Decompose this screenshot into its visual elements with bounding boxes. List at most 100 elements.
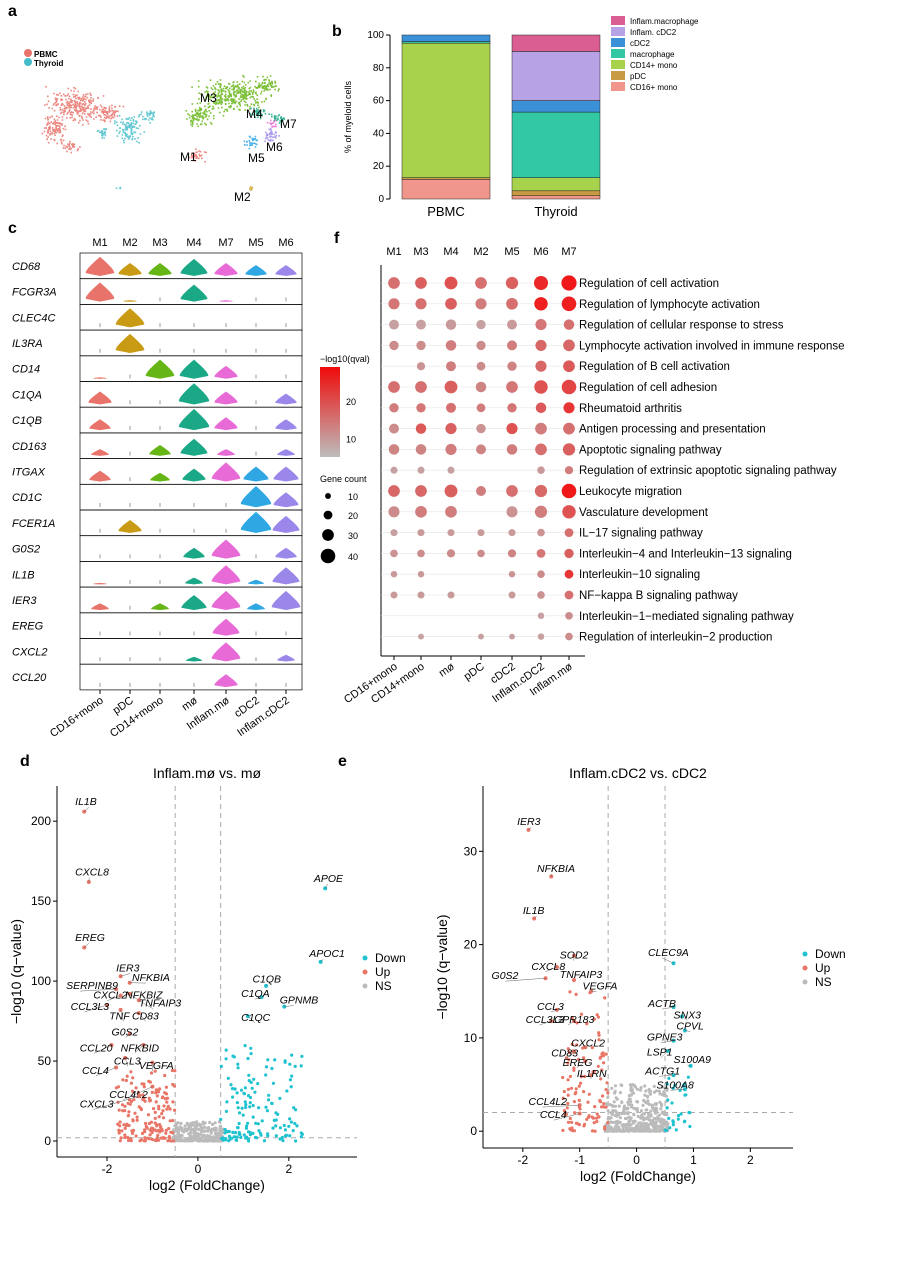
b-legend-swatch <box>611 60 625 69</box>
volcano-y-tick-label: 0 <box>470 1124 477 1138</box>
volcano-label-leader <box>660 1050 669 1058</box>
c-violin <box>118 262 142 276</box>
volcano-gene-label: C1QC <box>241 1012 271 1024</box>
volcano-label-leader <box>120 973 131 977</box>
b-legend-label: pDC <box>630 72 646 81</box>
c-violin <box>211 642 241 662</box>
volcano-gene-label: CCL20 <box>80 1042 113 1054</box>
volcano-label-leader <box>661 957 674 964</box>
f-dot <box>507 361 517 371</box>
volcano-gene-label: CXCL3 <box>80 1098 114 1110</box>
f-col-top-label: M7 <box>561 246 576 258</box>
volcano-y-tick-label: 100 <box>31 974 51 988</box>
c-violin <box>118 519 142 533</box>
b-bar-segment <box>401 42 491 178</box>
c-violin <box>240 511 272 533</box>
umap-label-m2: M2 <box>234 190 251 204</box>
f-dot <box>564 590 574 600</box>
umap-label-m1: M1 <box>180 150 197 164</box>
volcano-gene-label: IL1B <box>75 796 97 808</box>
f-dot <box>388 381 400 393</box>
f-colorbar <box>320 367 340 457</box>
f-dot <box>390 591 398 599</box>
volcano-label-leader <box>125 1033 130 1038</box>
c-violin <box>211 590 241 611</box>
f-dot <box>389 319 399 330</box>
c-row-box <box>79 509 303 537</box>
b-y-tick-label: 0 <box>378 194 384 205</box>
volcano-label-leader <box>247 1016 256 1024</box>
f-dot <box>475 381 487 393</box>
c-gene-label: G0S2 <box>12 544 40 556</box>
f-dot <box>537 591 545 599</box>
c-violin <box>277 654 295 662</box>
volcano-gene-label: CCL3L3 <box>71 1001 110 1013</box>
c-gene-label: C1QA <box>12 389 42 401</box>
volcano-label-leader <box>670 1088 685 1091</box>
c-violin <box>247 603 265 611</box>
c-violin <box>89 470 111 482</box>
f-term-label: Interleukin−1−mediated signaling pathway <box>579 611 794 623</box>
f-dot <box>508 529 516 537</box>
c-violin <box>89 419 111 431</box>
volcano-gene-label: S100A8 <box>656 1079 694 1091</box>
volcano-label-leader <box>324 883 329 889</box>
c-gene-label: CD68 <box>12 261 41 273</box>
volcano-x-tick-label: 1 <box>690 1153 697 1167</box>
c-violin <box>178 408 210 431</box>
volcano-label-leader <box>84 942 90 948</box>
volcano-x-tick-label: 2 <box>285 1162 292 1176</box>
volcano-gene-label: GPNMB <box>280 994 319 1006</box>
legend-dot-thyroid <box>24 58 32 66</box>
f-dot <box>506 444 518 455</box>
volcano-gene-label: G0S2 <box>112 1026 139 1038</box>
f-term-label: Lymphocyte activation involved in immune… <box>579 340 845 352</box>
c-violin <box>181 594 207 611</box>
volcano-label-leader <box>134 1044 144 1054</box>
f-term-label: Leukocyte migration <box>579 486 682 498</box>
umap-cluster-cloud-9 <box>185 103 215 128</box>
volcano-legend-label: Down <box>815 947 846 961</box>
f-col-bottom-label: pDC <box>462 661 487 683</box>
f-dot <box>506 485 518 497</box>
c-violin <box>214 262 238 276</box>
volcano-label-leader <box>661 1006 674 1010</box>
volcano-gene-label: IER3 <box>116 963 140 975</box>
f-dot <box>476 340 486 351</box>
f-dot <box>563 319 575 330</box>
volcano-legend-label: NS <box>815 975 832 989</box>
f-dot <box>415 485 427 497</box>
c-violin <box>151 603 169 611</box>
umap-label-m6: M6 <box>266 140 283 154</box>
f-dot <box>390 466 398 474</box>
umap-cluster-cloud-6 <box>96 128 108 139</box>
f-dot <box>417 591 425 599</box>
volcano-label-leader <box>505 977 546 982</box>
c-violin <box>145 359 175 379</box>
f-dot <box>561 296 577 312</box>
umap-cluster-cloud-15 <box>264 127 280 143</box>
f-dot <box>415 381 427 393</box>
c-violin <box>214 674 238 688</box>
c-violin <box>182 468 206 482</box>
volcano-label-leader <box>550 1009 558 1013</box>
c-gene-label: CXCL2 <box>12 646 47 658</box>
volcano-gene-label: ACTG1 <box>644 1065 680 1077</box>
f-dot <box>445 423 457 435</box>
c-row-box <box>79 483 303 511</box>
f-dot <box>417 549 425 558</box>
volcano-ns-points <box>171 1120 225 1143</box>
volcano-y-tick-label: 0 <box>44 1134 51 1148</box>
b-x-tick-label: PBMC <box>427 204 465 219</box>
c-violin <box>214 417 238 431</box>
c-violin <box>178 383 210 405</box>
c-violin <box>180 438 208 456</box>
c-gene-label: CD1C <box>12 492 42 504</box>
b-legend-label: cDC2 <box>630 39 651 48</box>
b-y-tick-label: 40 <box>373 128 385 139</box>
volcano-legend-dot <box>802 965 808 971</box>
volcano-x-tick-label: 0 <box>633 1153 640 1167</box>
b-legend-label: macrophage <box>630 50 675 59</box>
b-legend-swatch <box>611 71 625 80</box>
f-dot <box>534 297 548 311</box>
